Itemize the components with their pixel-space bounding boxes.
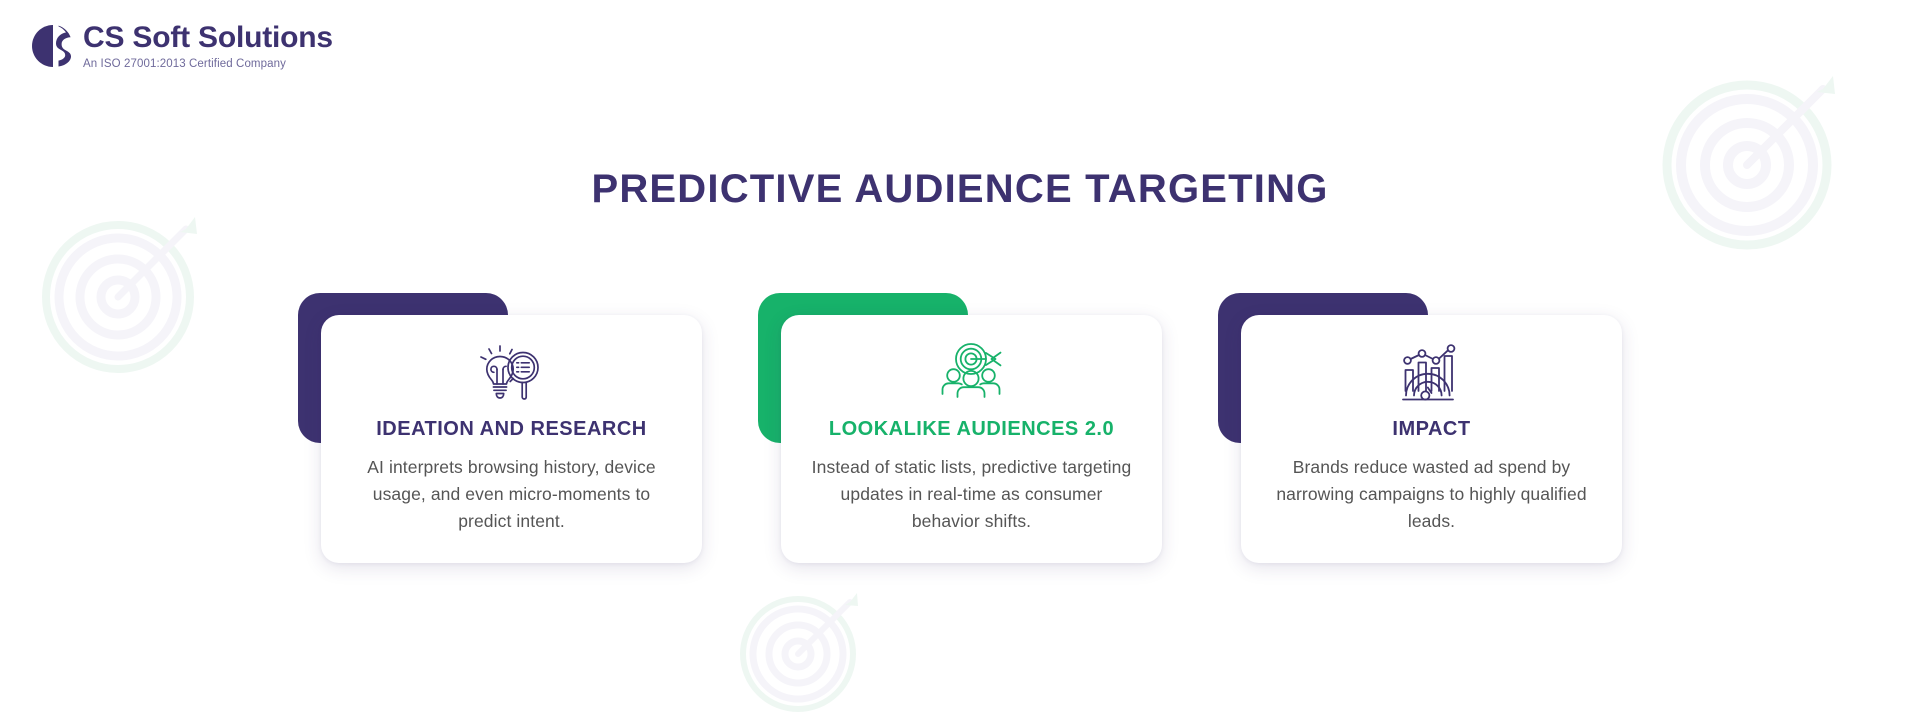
lightbulb-magnifier-icon xyxy=(347,341,676,407)
card-title: IDEATION AND RESEARCH xyxy=(376,418,647,440)
target-audience-group-icon xyxy=(807,341,1136,407)
brand-logo[interactable]: CS Soft Solutions An ISO 27001:2013 Cert… xyxy=(30,22,333,70)
card-body: Brands reduce wasted ad spend by narrowi… xyxy=(1276,457,1587,531)
card-surface[interactable]: IDEATION AND RESEARCH AI interprets brow… xyxy=(321,315,702,563)
feature-card-lookalike-audiences[interactable]: LOOKALIKE AUDIENCES 2.0 Instead of stati… xyxy=(758,293,1162,563)
feature-card-impact[interactable]: IMPACT Brands reduce wasted ad spend by … xyxy=(1218,293,1622,563)
feature-card-ideation-and-research[interactable]: IDEATION AND RESEARCH AI interprets brow… xyxy=(298,293,702,563)
card-surface[interactable]: LOOKALIKE AUDIENCES 2.0 Instead of stati… xyxy=(781,315,1162,563)
card-surface[interactable]: IMPACT Brands reduce wasted ad spend by … xyxy=(1241,315,1622,563)
page-title: PREDICTIVE AUDIENCE TARGETING xyxy=(591,166,1329,211)
card-body: Instead of static lists, predictive targ… xyxy=(811,457,1132,531)
bar-chart-gauge-icon xyxy=(1267,341,1596,407)
brand-logo-text: CS Soft Solutions An ISO 27001:2013 Cert… xyxy=(83,22,333,70)
card-body: AI interprets browsing history, device u… xyxy=(367,457,656,531)
cs-soft-solutions-logo-mark-icon xyxy=(30,23,72,69)
card-title: LOOKALIKE AUDIENCES 2.0 xyxy=(828,418,1115,440)
feature-card-row: IDEATION AND RESEARCH AI interprets brow… xyxy=(0,293,1920,563)
card-title: IMPACT xyxy=(1392,418,1471,440)
brand-name: CS Soft Solutions xyxy=(83,21,333,54)
target-arrow-watermark-bottom-center xyxy=(736,586,871,721)
brand-tagline: An ISO 27001:2013 Certified Company xyxy=(83,57,286,70)
target-arrow-watermark-top-right xyxy=(1655,68,1855,253)
